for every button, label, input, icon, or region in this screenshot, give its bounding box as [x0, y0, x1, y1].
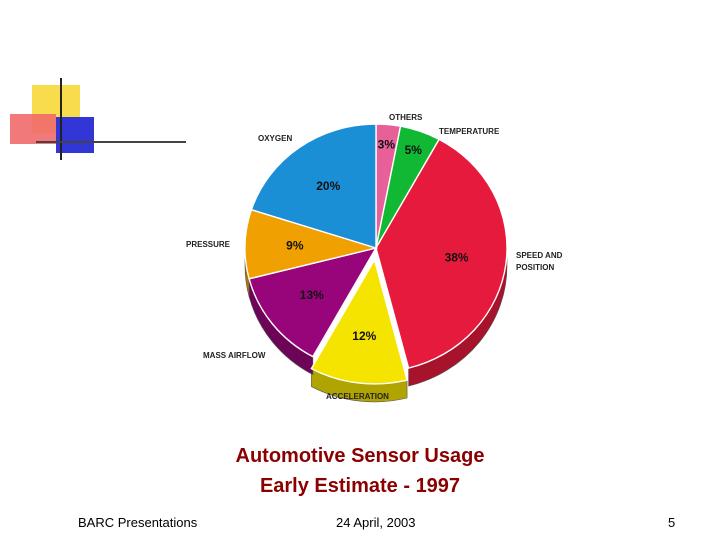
corner-vertical-line: [60, 78, 62, 160]
pct-label-oxygen: 20%: [316, 179, 340, 193]
label-mass-airflow: MASS AIRFLOW: [203, 351, 266, 360]
pie-slice-oxygen: [250, 123, 377, 249]
label-speed-position-line2: POSITION: [516, 263, 554, 272]
pct-label-acceleration: 12%: [352, 329, 376, 343]
label-temperature: TEMPERATURE: [439, 127, 500, 136]
footer-left: BARC Presentations: [78, 515, 198, 530]
slide-title-line2: Early Estimate - 1997: [259, 475, 461, 497]
pct-label-temperature: 5%: [405, 143, 423, 157]
pct-label-others: 3%: [378, 137, 396, 151]
label-acceleration: ACCELERATION: [326, 392, 389, 401]
pie-slice-acceleration: [310, 258, 408, 385]
pct-label-mass-airflow: 13%: [300, 288, 324, 302]
corner-square-red: [10, 114, 56, 144]
slide-title-line1: Automotive Sensor Usage: [235, 445, 485, 467]
footer-right: 5: [668, 515, 676, 530]
corner-square-blue: [56, 117, 94, 153]
pie-slice-speed-and-position: [375, 138, 508, 369]
footer-center: 24 April, 2003: [336, 515, 416, 530]
pie-slice-mass-airflow: [248, 246, 378, 358]
label-speed-position-line1: SPEED AND: [516, 251, 563, 260]
pct-label-pressure: 9%: [286, 239, 304, 253]
header-rule-line: [36, 141, 186, 143]
label-pressure: PRESSURE: [186, 240, 231, 249]
label-others: OTHERS: [389, 113, 423, 122]
label-oxygen: OXYGEN: [258, 134, 292, 143]
pct-label-speed-and-position: 38%: [445, 251, 469, 265]
